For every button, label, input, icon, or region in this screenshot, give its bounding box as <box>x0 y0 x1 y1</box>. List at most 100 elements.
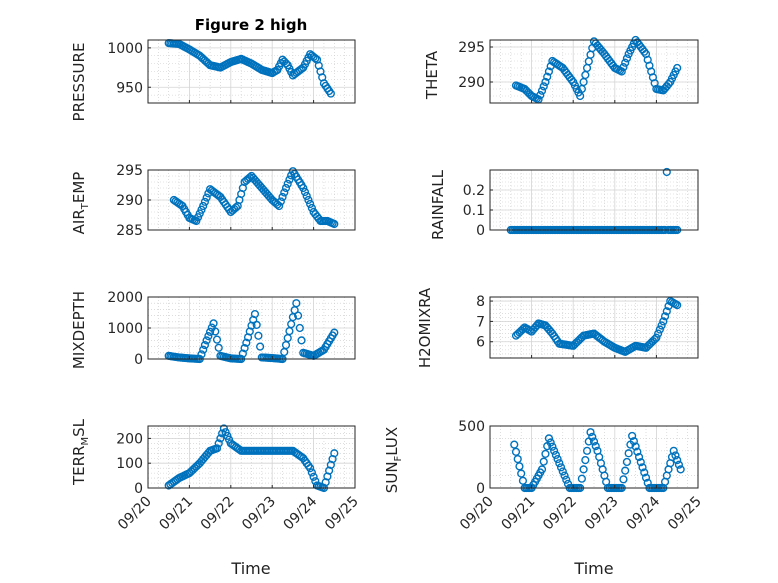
data-point <box>295 323 304 333</box>
y-tick-label: 0 <box>134 352 143 368</box>
ylabel-rainfall: RAINFALL <box>429 169 447 240</box>
ylabel-sun-flux: SUNFLUX <box>383 427 404 493</box>
data-point <box>589 437 599 446</box>
data-point <box>302 191 311 201</box>
data-point <box>206 327 215 336</box>
data-point <box>292 299 301 308</box>
data-point <box>558 467 567 476</box>
data-point <box>330 328 339 337</box>
data-point <box>200 340 210 350</box>
data-point <box>256 342 265 351</box>
data-point <box>560 471 569 480</box>
data-point <box>544 434 554 443</box>
ylabel-theta: THETA <box>423 50 441 100</box>
data-point <box>242 338 251 347</box>
data-point <box>624 449 633 458</box>
y-tick-label: 295 <box>116 163 143 179</box>
data-point <box>275 201 284 211</box>
data-point <box>200 197 210 206</box>
data-point <box>202 193 211 202</box>
data-point <box>510 440 519 449</box>
data-point <box>515 462 524 471</box>
data-point <box>513 454 522 464</box>
data-point <box>300 187 310 197</box>
y-tick-label: 0.2 <box>463 183 485 199</box>
data-point <box>285 175 294 184</box>
data-point <box>579 465 588 474</box>
data-point <box>636 458 645 467</box>
data-point <box>539 82 548 91</box>
data-point <box>199 345 208 354</box>
data-point <box>617 67 626 76</box>
data-point <box>276 197 285 206</box>
y-tick-label: 950 <box>116 80 143 96</box>
y-tick-label: 1000 <box>107 41 143 57</box>
data-point <box>541 77 550 87</box>
data-point <box>550 446 559 455</box>
data-point <box>307 468 316 477</box>
y-tick-label: 285 <box>116 223 143 239</box>
data-point <box>199 201 208 211</box>
data-point <box>631 442 640 451</box>
data-point <box>650 335 659 344</box>
data-point <box>586 428 595 437</box>
data-point <box>673 301 682 310</box>
y-tick-label: 295 <box>458 40 485 56</box>
data-point <box>659 317 668 326</box>
data-point <box>280 188 289 197</box>
data-point <box>330 219 339 229</box>
data-point <box>588 432 597 441</box>
y-tick-label: 0 <box>476 223 485 239</box>
data-point <box>551 450 560 460</box>
subplot: 950 1000 <box>107 39 356 104</box>
data-point <box>304 195 313 205</box>
axes-box <box>489 296 699 359</box>
data-point <box>517 469 526 478</box>
data-point <box>193 213 203 222</box>
data-point <box>278 192 287 202</box>
y-tick-label: 0.1 <box>463 203 485 219</box>
data-point <box>671 451 680 460</box>
data-point <box>662 167 671 177</box>
data-point <box>662 307 671 316</box>
ylabel-terr-msl: TERRMSL <box>70 418 91 486</box>
axes-box <box>489 425 699 489</box>
y-tick-label: 500 <box>458 419 485 435</box>
data-point <box>306 199 315 209</box>
data-point <box>283 179 292 188</box>
data-point <box>581 456 590 465</box>
data-point <box>309 472 318 481</box>
ylabel-pressure: PRESSURE <box>70 43 88 122</box>
data-point <box>197 205 206 214</box>
data-point <box>518 476 528 485</box>
data-point <box>293 311 303 320</box>
data-point <box>641 473 651 482</box>
y-tick-label: 290 <box>116 193 143 209</box>
data-point <box>537 465 547 474</box>
data-point <box>622 54 632 63</box>
subplot: 0 0.1 0.2 <box>463 167 699 239</box>
data-point <box>555 459 564 468</box>
data-point <box>252 320 261 330</box>
xlabel-right: Time <box>573 559 613 578</box>
y-tick-label: 200 <box>116 431 143 447</box>
data-point <box>621 466 630 475</box>
data-point <box>674 460 684 469</box>
data-point <box>202 336 211 345</box>
data-point <box>238 349 247 358</box>
data-point <box>582 446 592 455</box>
data-point <box>326 89 335 98</box>
data-point <box>192 216 201 226</box>
data-point <box>638 463 647 472</box>
y-tick-label: 0 <box>134 481 143 497</box>
data-point <box>556 463 566 472</box>
axes-box <box>147 425 356 489</box>
data-point <box>231 203 241 212</box>
data-point <box>652 333 661 342</box>
data-point <box>640 468 649 477</box>
data-point <box>212 444 222 453</box>
ylabel-air-temp: AIRTEMP <box>70 172 91 235</box>
data-point <box>548 442 557 451</box>
data-point <box>655 325 664 334</box>
